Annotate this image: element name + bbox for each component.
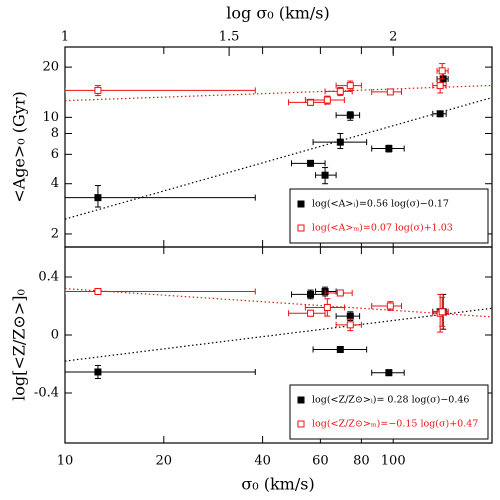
x-tick-label: 80	[353, 454, 370, 469]
top-tick-label: 2	[389, 30, 397, 45]
fit-line	[65, 288, 492, 318]
data-point	[386, 88, 394, 96]
plot-area	[65, 63, 492, 220]
data-point	[346, 111, 354, 119]
legend-label: log(<A>ᵢ)=0.56 log(σ)−0.17	[312, 199, 449, 210]
data-point	[436, 110, 444, 118]
plot-area	[65, 286, 492, 379]
data-point	[385, 145, 393, 153]
y-tick-label: 4	[51, 176, 59, 191]
data-point	[346, 82, 354, 90]
x-axis-label: σ₀ (km/s)	[241, 475, 314, 494]
data-point	[307, 309, 315, 317]
top-axis-label: log σ₀ (km/s)	[226, 4, 329, 23]
data-point	[307, 290, 315, 298]
top-tick-label: 1.5	[219, 30, 240, 45]
legend-label: log(<Z/Z⊙>ₘ)=−0.15 log(σ)+0.47	[312, 419, 478, 430]
x-tick-label: 20	[156, 454, 173, 469]
y-tick-label: 8	[51, 126, 59, 141]
y-tick-label: 2	[51, 226, 59, 241]
legend-marker	[297, 200, 305, 208]
plot-frame	[64, 246, 493, 444]
data-point	[94, 288, 102, 296]
y-tick-label: 6	[51, 147, 59, 162]
data-point	[438, 308, 446, 316]
data-point	[94, 86, 102, 94]
x-tick-label: 40	[254, 454, 271, 469]
top-tick-label: 1	[61, 30, 69, 45]
data-point	[346, 321, 354, 329]
x-tick-label: 60	[312, 454, 329, 469]
fit-line	[65, 84, 492, 102]
y-axis-label: log[<Z/Z⊙>]₀	[10, 289, 29, 401]
fit-line	[65, 307, 492, 362]
data-point	[336, 138, 344, 146]
y-tick-label: -0.4	[34, 385, 59, 400]
data-point	[436, 82, 444, 90]
x-tick-label: 10	[57, 454, 74, 469]
y-tick-label: 20	[42, 60, 59, 75]
legend-marker	[297, 224, 305, 232]
legend-label: log(<Z/Z⊙>ᵢ)= 0.28 log(σ)−0.46	[312, 395, 469, 406]
data-point	[321, 171, 329, 179]
data-point	[385, 369, 393, 377]
data-point	[94, 194, 102, 202]
legend-box	[289, 384, 489, 440]
data-point	[323, 303, 331, 311]
y-tick-label: 10	[42, 110, 59, 125]
data-point	[438, 67, 446, 75]
data-point	[323, 96, 331, 104]
y-tick-label: 0	[51, 327, 59, 342]
data-point	[307, 98, 315, 106]
data-point	[346, 312, 354, 320]
legend-label: log(<A>ₘ)=0.07 log(σ)+1.03	[312, 223, 453, 234]
data-point	[307, 159, 315, 167]
y-axis-label: <Age>₀ (Gyr)	[10, 91, 29, 203]
data-point	[94, 368, 102, 376]
x-tick-label: 100	[381, 454, 406, 469]
y-tick-label: 0.4	[38, 270, 59, 285]
data-point	[336, 289, 344, 297]
data-point	[336, 87, 344, 95]
legend-box	[289, 188, 489, 244]
data-point	[386, 302, 394, 310]
legend-marker	[297, 396, 305, 404]
legend-marker	[297, 420, 305, 428]
data-point	[336, 345, 344, 353]
